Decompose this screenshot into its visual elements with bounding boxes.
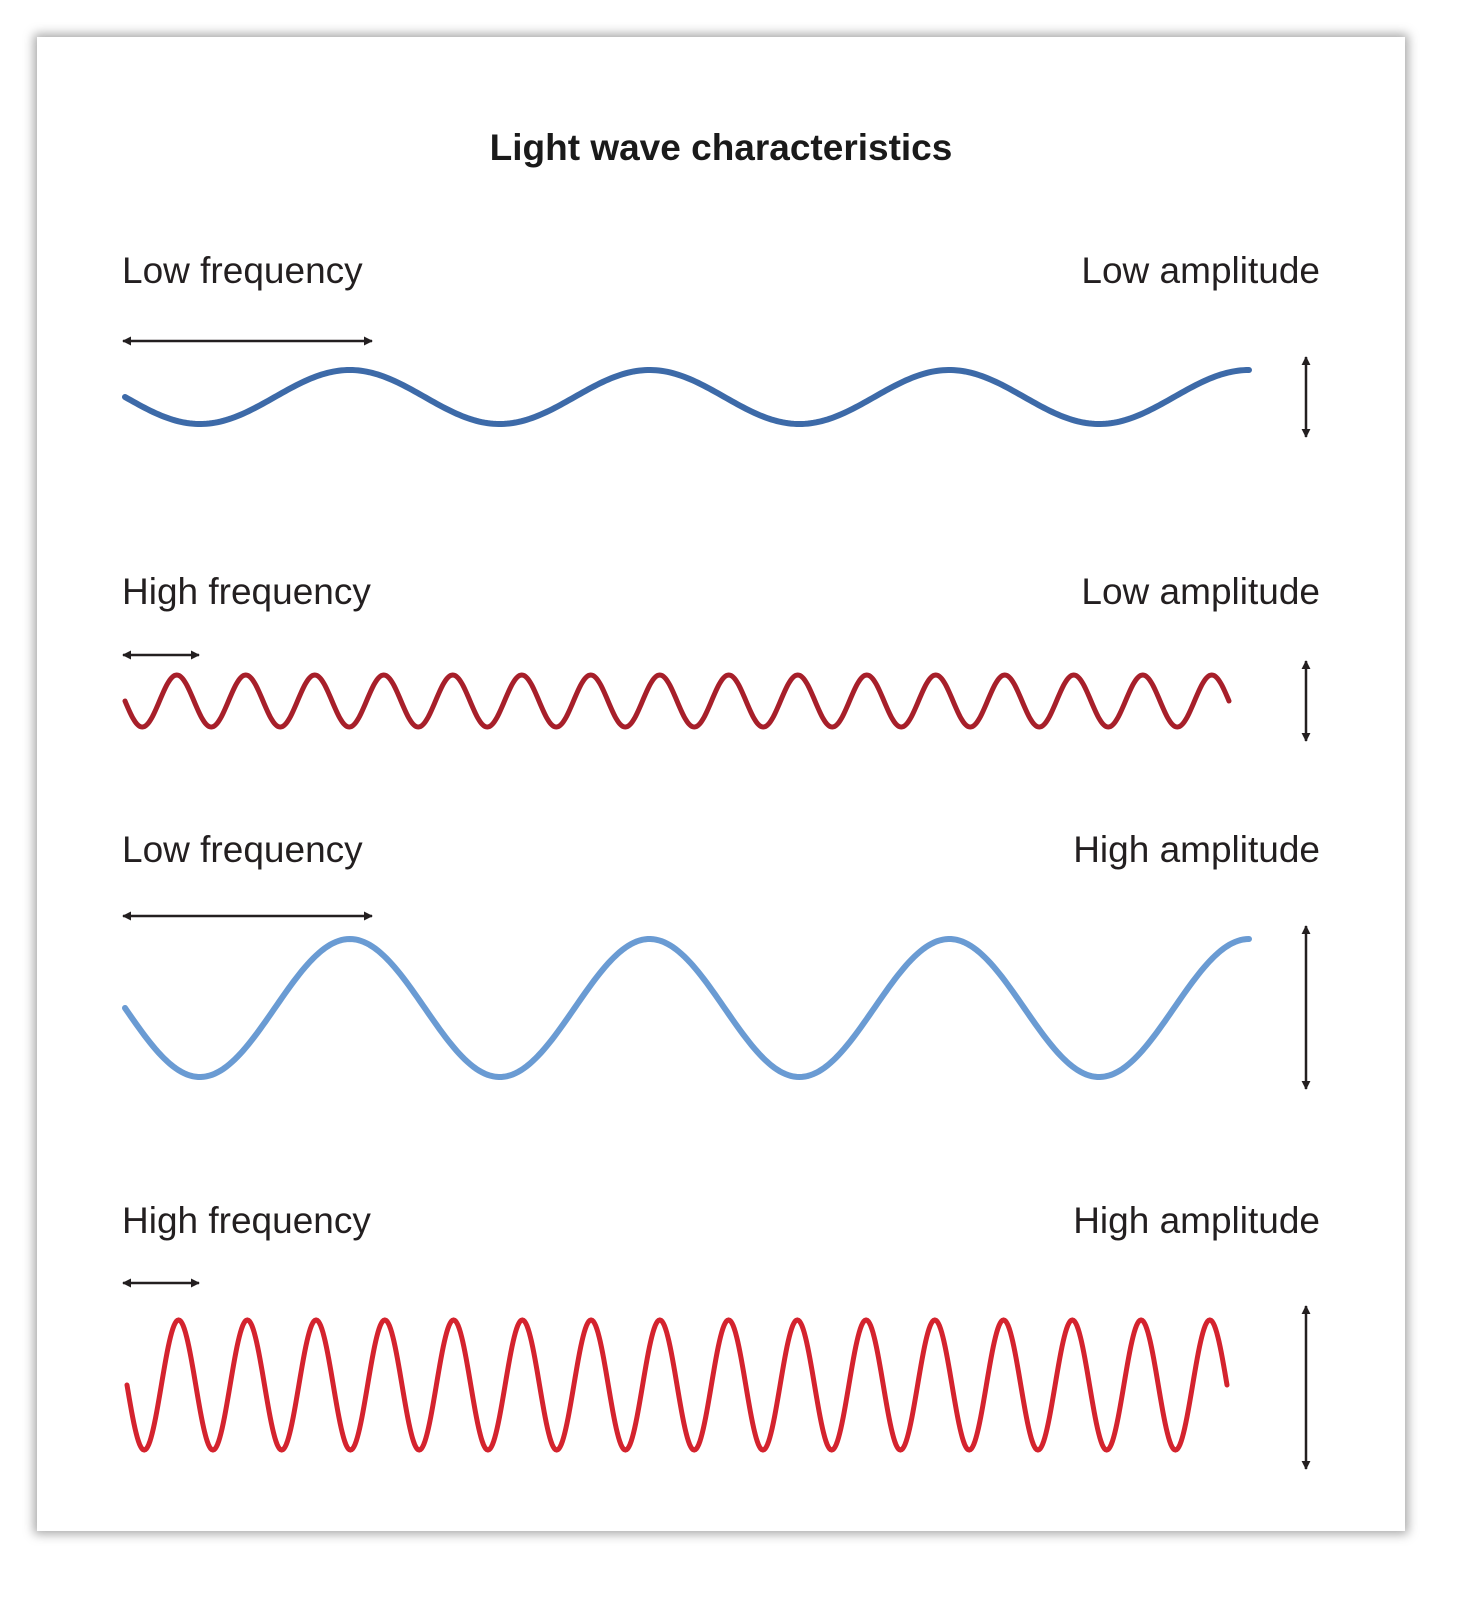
panel-1-wave-line [122,366,1252,428]
panel-3-wave-line [122,935,1252,1081]
waves-canvas [122,336,1311,1470]
panel-2-frequency-label: High frequency [122,571,371,612]
panel-4-wave-line [124,1317,1230,1453]
panel-4-frequency-label: High frequency [122,1200,371,1241]
panel-4-amplitude-label: High amplitude [1073,1200,1320,1241]
panel-3-amplitude-label: High amplitude [1073,829,1320,870]
panel-1-amplitude-label: Low amplitude [1081,250,1320,291]
panel-1-frequency-label: Low frequency [122,250,363,291]
panel-3-frequency-label: Low frequency [122,829,363,870]
panel-2-amplitude-label: Low amplitude [1081,571,1320,612]
diagram-title: Light wave characteristics [489,127,953,168]
diagram-card: Light wave characteristics Low frequency… [37,37,1405,1531]
panel-2-wave-line [122,672,1232,730]
